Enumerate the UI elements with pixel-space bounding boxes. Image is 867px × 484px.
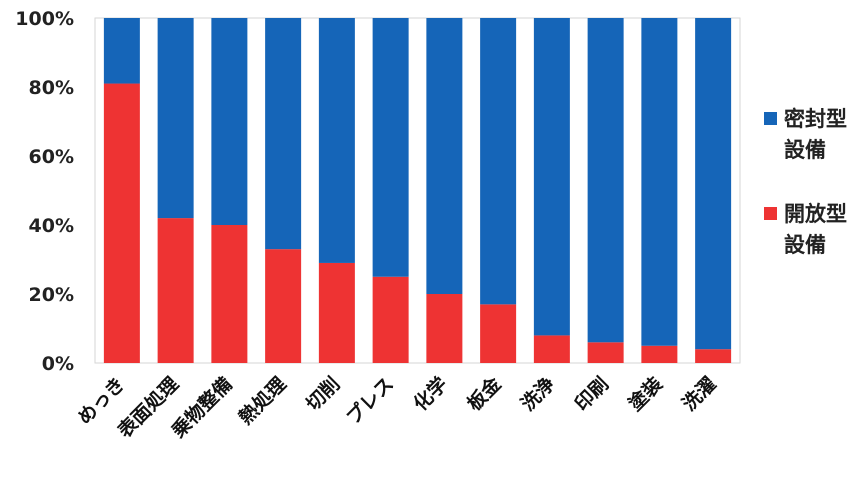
bar-segment-open-8 bbox=[533, 335, 570, 363]
bar-segment-sealed-10 bbox=[641, 18, 678, 346]
bar-segment-sealed-7 bbox=[480, 18, 517, 305]
x-tick-label: 印刷 bbox=[571, 373, 613, 415]
bar-segment-sealed-4 bbox=[318, 18, 355, 263]
y-tick-label: 100% bbox=[15, 8, 74, 30]
plot-border bbox=[94, 17, 741, 364]
y-tick-label: 0% bbox=[42, 353, 74, 375]
legend-label-line: 密封型 bbox=[784, 107, 847, 131]
bar-segment-open-1 bbox=[157, 218, 194, 363]
legend-label-line: 設備 bbox=[784, 138, 826, 162]
x-tick-label: 化学 bbox=[409, 372, 452, 415]
legend-swatch bbox=[764, 207, 777, 220]
bar-segment-open-4 bbox=[318, 262, 355, 363]
x-tick-label: 熱処理 bbox=[234, 372, 291, 429]
bar-segment-sealed-9 bbox=[587, 18, 624, 343]
bar-segment-open-3 bbox=[265, 249, 302, 363]
bar-segment-sealed-3 bbox=[265, 18, 302, 250]
bar-segment-open-11 bbox=[695, 349, 732, 363]
bar-segment-open-2 bbox=[211, 225, 248, 363]
x-tick-label: 板金 bbox=[463, 372, 507, 416]
legend-label-line: 設備 bbox=[784, 233, 826, 257]
bar-segment-open-9 bbox=[587, 342, 624, 363]
bar-segment-sealed-8 bbox=[533, 18, 570, 336]
bar-segment-sealed-0 bbox=[103, 18, 140, 84]
legend-label-line: 開放型 bbox=[784, 202, 847, 226]
x-tick-label: 洗浄 bbox=[516, 372, 559, 415]
y-tick-label: 40% bbox=[29, 215, 74, 237]
y-tick-label: 80% bbox=[29, 77, 74, 99]
y-tick-label: 60% bbox=[29, 146, 74, 168]
bar-segment-sealed-6 bbox=[426, 18, 463, 294]
y-axis: 0% 20% 40% 60% 80% 100% bbox=[15, 8, 74, 375]
x-tick-label: 塗装 bbox=[624, 372, 667, 415]
legend-swatch bbox=[764, 112, 777, 125]
bar-segment-open-5 bbox=[372, 276, 409, 363]
y-tick-label: 20% bbox=[29, 284, 74, 306]
bar-segment-sealed-5 bbox=[372, 18, 409, 277]
bar-segment-open-10 bbox=[641, 345, 678, 363]
bar-segment-open-0 bbox=[103, 83, 140, 364]
bar-segment-sealed-11 bbox=[695, 18, 732, 350]
bar-segment-open-7 bbox=[480, 304, 517, 363]
x-tick-label: 切削 bbox=[301, 372, 344, 415]
bar-segment-open-6 bbox=[426, 294, 463, 363]
x-tick-label: 洗濯 bbox=[678, 372, 721, 415]
bar-segment-sealed-2 bbox=[211, 18, 248, 225]
bar-segment-sealed-1 bbox=[157, 18, 194, 219]
x-tick-label: プレス bbox=[342, 372, 399, 429]
plot-area bbox=[94, 17, 741, 364]
